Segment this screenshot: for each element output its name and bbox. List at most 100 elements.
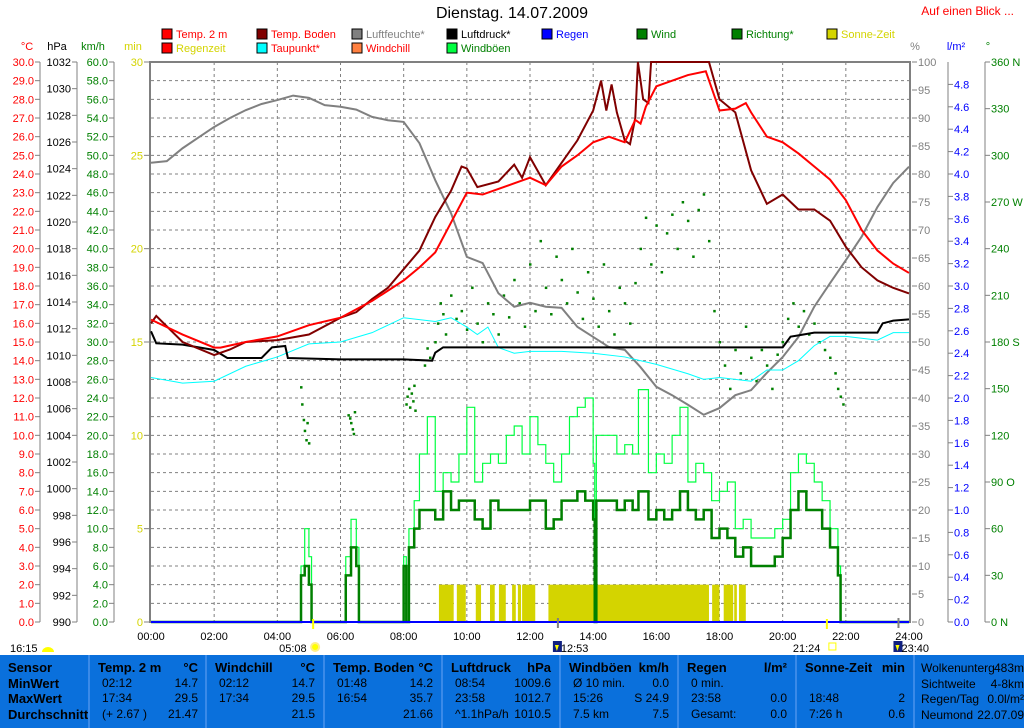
axis-tick-label: 1.4 (954, 460, 969, 472)
axis-tick-label: 1.0 (19, 598, 34, 610)
weather-chart: Temp. 2 m Temp. Boden Luftfeuchte* Luftdruc… (10, 28, 1023, 655)
direction-point (781, 341, 785, 344)
summary-col-sensor: Sensor MinWert MaxWert Durchschnitt (0, 655, 88, 728)
legend-label: Regenzeit (176, 43, 226, 55)
direction-point (676, 247, 679, 251)
axis-tick-label: 100 (918, 57, 936, 69)
direction-point (423, 364, 427, 367)
legend-label: Temp. Boden (271, 29, 336, 41)
sunrise-icon (310, 642, 321, 652)
direction-point (350, 421, 353, 425)
axis-tick-label: 4.8 (954, 79, 969, 91)
direction-point (771, 387, 774, 391)
x-tick-label: 16:00 (643, 631, 671, 643)
summary-col-sonne-zeit: Sonne-Zeit min 18:48 2 7:26 h 0.6 (795, 655, 913, 728)
summary-value: 0.6 (888, 707, 905, 721)
legend-item-wind: Wind (636, 28, 676, 41)
axis-tick-label: 4.4 (954, 124, 969, 136)
summary-row: 08:54 1009.6 (443, 676, 559, 691)
direction-point (502, 294, 506, 297)
axis-tick-label: 42.0 (87, 225, 108, 237)
summary-panel: Sensor MinWert MaxWert Durchschnitt Temp. 2 … (0, 655, 1024, 728)
info-label: Regen/Tag (921, 692, 980, 706)
sensor-row-label: MinWert (0, 676, 88, 691)
direction-point (442, 313, 445, 316)
sunshine-bar (498, 584, 506, 622)
axis-tick-label: 10.0 (87, 524, 108, 536)
sunshine-bar (512, 584, 516, 622)
summary-row: 01:48 14.2 (325, 676, 441, 691)
summary-time: ^1.1hPa/h (455, 707, 509, 721)
direction-point (629, 322, 632, 325)
column-header: Regen l/m² (679, 660, 795, 675)
axis-tick-label: 12.0 (13, 393, 34, 405)
axis-tick-label: 4.0 (954, 169, 969, 181)
x-tick-label: 18:00 (706, 631, 734, 643)
axis-tick-label: 0.8 (954, 527, 969, 539)
legend-item-sonne-zeit: Sonne-Zeit (826, 28, 895, 41)
axis-tick-label: 2.2 (954, 371, 969, 383)
axis-unit-label: l/m² (947, 41, 966, 53)
legend-item-temp-boden: Temp. Boden (256, 28, 336, 41)
summary-col-regen: Regen l/m² 0 min. 23:58 0.0 Gesamt: 0.0 (677, 655, 795, 728)
direction-point (405, 403, 408, 406)
direction-point (839, 395, 843, 398)
axis-tick-label: 30 (991, 570, 1003, 582)
summary-time: 08:54 (455, 676, 486, 690)
direction-point (497, 333, 500, 336)
legend-label: Luftdruck* (461, 29, 511, 41)
direction-point (718, 341, 721, 344)
summary-value: 1010.5 (514, 707, 551, 721)
sensor-row-text: Durchschnitt (8, 707, 89, 722)
axis-tick-label: 18.0 (13, 281, 34, 293)
summary-row: 02:12 14.7 (207, 676, 323, 691)
axis-tick-label: 10 (131, 430, 143, 442)
summary-row: 7:26 h 0.6 (797, 707, 913, 722)
summary-row: 0 min. (679, 676, 795, 691)
summary-time: Ø 10 min. (573, 676, 626, 690)
axis-tick-label: 1032 (47, 57, 71, 69)
sunshine-bar (712, 584, 720, 622)
direction-point (407, 387, 411, 391)
axis-tick-label: 5 (918, 589, 924, 601)
direction-point (307, 442, 311, 445)
direction-point (305, 439, 308, 442)
sensor-row-label: MaxWert (0, 691, 88, 706)
x-tick-label: 20:00 (769, 631, 797, 643)
axis-tick-label: 240 (991, 244, 1009, 256)
summary-value: 21.5 (291, 707, 315, 721)
legend-label: Taupunkt* (271, 43, 321, 55)
summary-row: 16:54 35.7 (325, 691, 441, 706)
axis-unit-label: hPa (47, 41, 67, 53)
axis-tick-label: 60 (918, 281, 930, 293)
icon-glyph (895, 645, 900, 651)
x-tick-label: 22:00 (832, 631, 860, 643)
summary-value: 29.5 (174, 691, 198, 705)
info-value: 483m (993, 661, 1024, 675)
direction-point (786, 317, 790, 321)
direction-point (734, 348, 737, 352)
direction-point (347, 414, 350, 417)
at-a-glance-link[interactable]: Auf einen Blick ... (921, 4, 1014, 18)
summary-value: S 24.9 (634, 691, 669, 705)
direction-point (702, 193, 706, 196)
summary-col-temp-2-m: Temp. 2 m °C 02:12 14.7 17:34 29.5 (+ 2.67 ) 21… (88, 655, 206, 728)
sensor-row-label: Durchschnitt (0, 707, 88, 722)
summary-row: 7.5 km 7.5 (561, 707, 677, 722)
direction-point (686, 219, 690, 223)
axis-tick-label: 18.0 (87, 449, 108, 461)
axis-tick-label: 95 (918, 85, 930, 97)
direction-point (665, 232, 669, 235)
axis-speed: km/h 0.0 2.0 4.0 6.0 8.0 10.0 12.0 14.0 16.0 18.0 2… (81, 41, 115, 629)
legend-item-regen: Regen (541, 28, 588, 41)
axis-tick-label: 1024 (47, 164, 71, 176)
direction-point (671, 213, 674, 216)
summary-time: 16:54 (337, 691, 368, 705)
event-sunset: 21:24 (793, 619, 837, 655)
direction-point (303, 429, 307, 433)
moonset-icon (42, 647, 54, 652)
summary-time: 15:26 (573, 691, 604, 705)
axis-tick-label: 20 (918, 505, 930, 517)
direction-point (829, 356, 832, 360)
direction-point (692, 255, 695, 258)
